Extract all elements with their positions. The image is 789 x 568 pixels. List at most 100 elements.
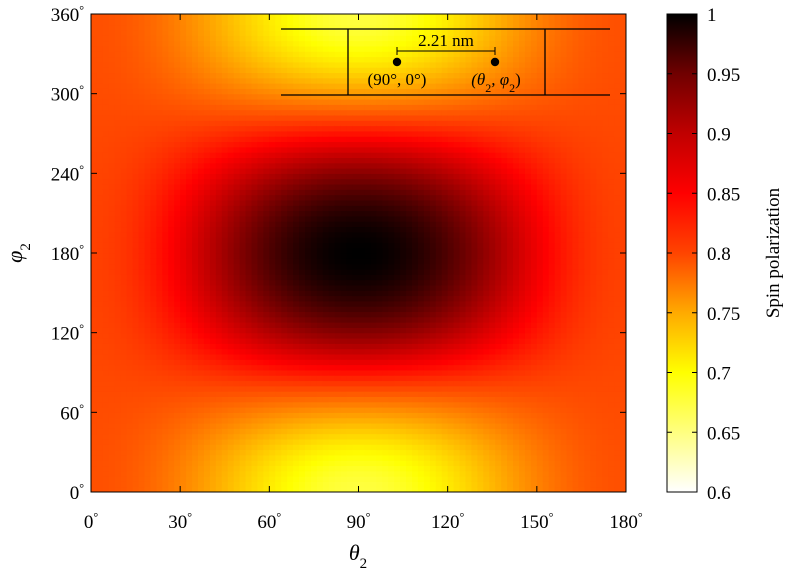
heatmap-cell (150, 178, 157, 185)
heatmap-cell (174, 332, 181, 339)
heatmap-cell (406, 247, 413, 254)
heatmap-cell (132, 247, 140, 254)
heatmap-cell (394, 77, 401, 84)
heatmap-cell (180, 88, 187, 95)
heatmap-cell (334, 369, 342, 376)
heatmap-cell (328, 109, 336, 116)
heatmap-cell (203, 120, 211, 127)
heatmap-cell (310, 162, 318, 169)
heatmap-cell (120, 375, 128, 382)
heatmap-cell (203, 247, 211, 254)
heatmap-cell (233, 311, 241, 318)
heatmap-cell (120, 77, 128, 84)
heatmap-cell (114, 56, 122, 63)
heatmap-cell (394, 412, 401, 419)
heatmap-cell (412, 146, 419, 153)
heatmap-cell (310, 422, 318, 429)
heatmap-cell (96, 14, 104, 20)
heatmap-cell (215, 279, 223, 286)
heatmap-cell (174, 306, 181, 313)
heatmap-cell (162, 189, 169, 196)
heatmap-cell (346, 221, 354, 228)
heatmap-cell (150, 316, 157, 323)
heatmap-cell (400, 385, 407, 392)
heatmap-cell (340, 369, 348, 376)
heatmap-cell (334, 253, 342, 259)
heatmap-cell (138, 61, 146, 68)
heatmap-cell (263, 300, 270, 307)
heatmap-cell (382, 327, 389, 334)
heatmap-cell (150, 56, 157, 63)
heatmap-cell (174, 98, 181, 105)
heatmap-cell (376, 104, 383, 111)
heatmap-cell (138, 401, 146, 408)
heatmap-cell (91, 72, 98, 79)
heatmap-cell (91, 215, 98, 222)
heatmap-cell (376, 221, 383, 228)
heatmap-cell (180, 422, 187, 429)
heatmap-cell (269, 19, 276, 26)
heatmap-cell (400, 242, 407, 249)
heatmap-cell (293, 45, 300, 52)
heatmap-cell (406, 226, 413, 233)
heatmap-cell (334, 51, 342, 58)
heatmap-cell (400, 61, 407, 68)
heatmap-cell (245, 189, 253, 196)
heatmap-cell (180, 35, 187, 42)
heatmap-cell (203, 396, 211, 403)
heatmap-cell (275, 470, 282, 477)
heatmap-cell (400, 306, 407, 313)
heatmap-cell (394, 136, 401, 143)
heatmap-cell (370, 231, 377, 238)
heatmap-cell (138, 56, 146, 63)
heatmap-cell (233, 178, 241, 185)
heatmap-cell (215, 178, 223, 185)
heatmap-cell (132, 465, 140, 472)
heatmap-cell (293, 385, 300, 392)
heatmap-cell (269, 369, 276, 376)
heatmap-cell (251, 162, 259, 169)
heatmap-cell (412, 438, 419, 445)
heatmap-cell (245, 268, 253, 275)
heatmap-cell (120, 327, 128, 334)
heatmap-cell (245, 300, 253, 307)
heatmap-cell (275, 359, 282, 366)
heatmap-cell (364, 72, 371, 79)
heatmap-cell (364, 98, 371, 105)
heatmap-cell (340, 396, 348, 403)
heatmap-cell (310, 130, 318, 137)
heatmap-cell (287, 417, 294, 424)
heatmap-cell (346, 401, 354, 408)
heatmap-cell (91, 359, 98, 366)
heatmap-cell (91, 274, 98, 281)
heatmap-cell (91, 306, 98, 313)
heatmap-cell (328, 380, 336, 387)
heatmap-cell (215, 369, 223, 376)
heatmap-cell (96, 51, 104, 58)
heatmap-cell (209, 380, 217, 387)
heatmap-cell (382, 136, 389, 143)
heatmap-cell (150, 258, 157, 265)
heatmap-cell (215, 428, 223, 435)
heatmap-cell (215, 120, 223, 127)
heatmap-cell (150, 114, 157, 121)
heatmap-cell (388, 407, 395, 413)
heatmap-cell (150, 327, 157, 334)
heatmap-cell (376, 162, 383, 169)
heatmap-cell (209, 465, 217, 472)
heatmap-cell (144, 454, 152, 461)
heatmap-cell (388, 337, 395, 344)
heatmap-cell (394, 242, 401, 249)
heatmap-cell (370, 300, 377, 307)
heatmap-cell (328, 162, 336, 169)
heatmap-cell (215, 237, 223, 243)
heatmap-cell (239, 401, 247, 408)
heatmap-cell (114, 322, 122, 328)
heatmap-cell (394, 327, 401, 334)
heatmap-cell (263, 247, 270, 254)
heatmap-cell (132, 253, 140, 259)
heatmap-cell (352, 258, 360, 265)
heatmap-cell (352, 88, 360, 95)
heatmap-cell (168, 194, 175, 201)
heatmap-cell (287, 369, 294, 376)
